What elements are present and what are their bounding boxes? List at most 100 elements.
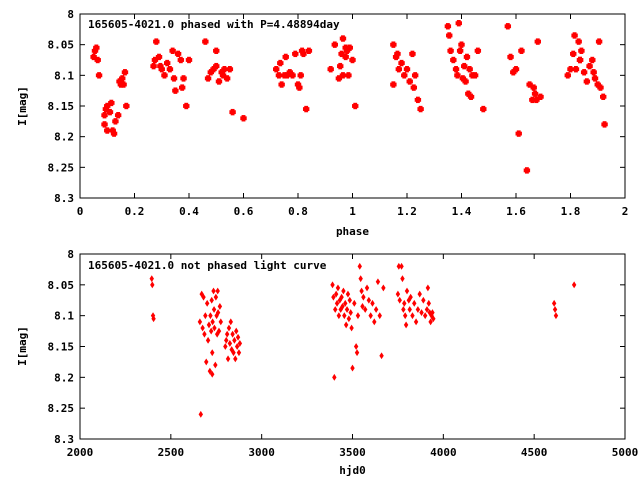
data-point bbox=[379, 352, 384, 360]
data-point bbox=[358, 275, 363, 283]
data-point bbox=[197, 318, 203, 326]
data-point-core bbox=[574, 66, 578, 73]
data-point bbox=[410, 312, 415, 320]
data-point bbox=[210, 349, 215, 357]
data-point bbox=[415, 306, 421, 313]
data-point bbox=[233, 355, 238, 363]
data-point bbox=[353, 343, 359, 350]
data-point-core bbox=[395, 50, 400, 58]
y-tick-label: 8.25 bbox=[48, 161, 75, 174]
data-point-core bbox=[350, 56, 355, 64]
data-point bbox=[234, 343, 240, 350]
data-point bbox=[350, 364, 355, 372]
data-point-core bbox=[176, 50, 181, 58]
data-point bbox=[347, 296, 352, 304]
data-point-core bbox=[184, 102, 189, 110]
data-point bbox=[355, 312, 361, 320]
data-point-core bbox=[456, 20, 461, 27]
data-point bbox=[228, 318, 233, 326]
data-point bbox=[335, 284, 341, 292]
data-point bbox=[330, 281, 335, 289]
data-point bbox=[224, 336, 229, 344]
data-point-core bbox=[159, 66, 164, 73]
x-tick-label: 1.6 bbox=[506, 205, 526, 218]
data-point-core bbox=[527, 81, 532, 88]
data-point-core bbox=[180, 84, 185, 91]
data-point bbox=[203, 312, 208, 320]
data-point bbox=[397, 296, 402, 304]
data-point-core bbox=[178, 56, 183, 64]
data-point bbox=[234, 327, 239, 335]
data-point bbox=[553, 312, 559, 320]
data-point bbox=[417, 290, 422, 298]
data-point-core bbox=[462, 62, 467, 70]
data-point bbox=[421, 296, 426, 304]
data-point bbox=[408, 293, 413, 301]
data-point-core bbox=[347, 44, 352, 51]
x-axis-label: hjd0 bbox=[339, 464, 366, 477]
data-point-core bbox=[469, 93, 473, 100]
data-point-core bbox=[241, 115, 246, 122]
data-point bbox=[363, 306, 368, 313]
data-point-core bbox=[112, 130, 116, 137]
x-tick-label: 1 bbox=[349, 205, 356, 218]
data-point-core bbox=[538, 93, 543, 100]
data-point-core bbox=[463, 78, 468, 85]
data-point-core bbox=[445, 23, 450, 30]
data-point-core bbox=[415, 96, 420, 104]
data-point bbox=[227, 340, 233, 347]
data-point-core bbox=[524, 167, 529, 174]
data-point-core bbox=[516, 130, 521, 137]
data-point bbox=[230, 330, 235, 338]
data-point-core bbox=[206, 75, 210, 82]
data-point-core bbox=[405, 66, 409, 73]
data-point bbox=[426, 299, 431, 307]
data-point bbox=[360, 303, 365, 310]
data-point bbox=[336, 312, 342, 320]
data-point-core bbox=[301, 50, 306, 58]
data-point-core bbox=[601, 93, 606, 100]
data-point bbox=[402, 299, 407, 307]
data-point bbox=[210, 370, 215, 378]
data-point-core bbox=[105, 127, 110, 134]
data-point-core bbox=[214, 47, 219, 54]
data-point-core bbox=[113, 118, 118, 125]
data-point bbox=[375, 278, 381, 286]
data-point-core bbox=[505, 23, 510, 30]
data-point bbox=[210, 318, 215, 326]
data-point bbox=[334, 299, 340, 307]
data-point-core bbox=[283, 53, 288, 61]
data-point-core bbox=[531, 84, 536, 91]
data-point bbox=[198, 410, 204, 418]
data-point-core bbox=[341, 35, 345, 42]
data-point-core bbox=[413, 72, 418, 79]
y-axis-label: I[mag] bbox=[16, 326, 29, 366]
data-point bbox=[354, 349, 360, 357]
data-point-core bbox=[346, 72, 351, 79]
data-point bbox=[373, 306, 379, 313]
data-point-core bbox=[353, 102, 358, 110]
data-point-core bbox=[418, 105, 423, 113]
data-point bbox=[331, 293, 336, 301]
data-point-core bbox=[407, 78, 412, 85]
data-point bbox=[235, 333, 241, 341]
data-point-core bbox=[227, 66, 232, 73]
data-point-core bbox=[181, 75, 186, 82]
data-point bbox=[341, 287, 346, 295]
data-point bbox=[226, 324, 232, 332]
x-tick-label: 2000 bbox=[67, 446, 94, 459]
data-point bbox=[361, 293, 366, 301]
data-point-core bbox=[339, 50, 344, 58]
data-point bbox=[366, 296, 372, 304]
data-point-core bbox=[455, 72, 460, 79]
data-point-core bbox=[151, 62, 156, 70]
data-point bbox=[343, 321, 349, 329]
data-point bbox=[215, 287, 220, 295]
data-point-core bbox=[466, 90, 471, 97]
data-point-core bbox=[172, 75, 176, 82]
x-tick-label: 1.8 bbox=[561, 205, 581, 218]
y-tick-label: 8.2 bbox=[54, 371, 74, 384]
data-point bbox=[339, 293, 344, 301]
x-tick-label: 0.6 bbox=[234, 205, 254, 218]
data-point bbox=[149, 275, 154, 283]
